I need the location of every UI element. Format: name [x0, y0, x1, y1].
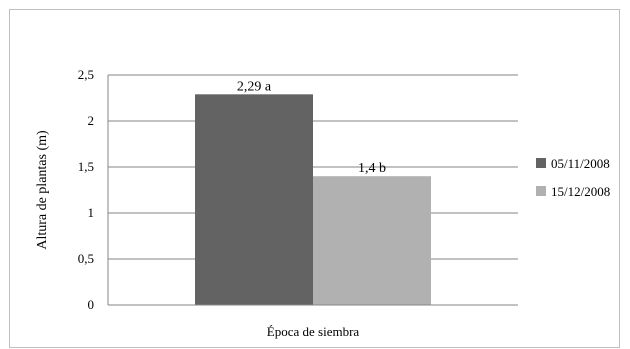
legend: 05/11/2008 15/12/2008	[536, 156, 610, 199]
bar-series-2	[313, 176, 431, 305]
x-axis-label: Época de siembra	[267, 324, 360, 339]
y-axis-label: Altura de plantas (m)	[35, 130, 50, 250]
y-tick-label: 1,5	[78, 159, 94, 174]
legend-label-2: 15/12/2008	[551, 184, 610, 199]
y-tick-label: 2,5	[78, 67, 94, 82]
y-tick-label: 0	[88, 297, 95, 312]
y-axis-ticks: 0 0,5 1 1,5 2 2,5	[78, 67, 94, 312]
legend-swatch-1	[536, 158, 546, 168]
data-labels: 2,29 a 1,4 b	[237, 79, 386, 176]
data-label-series-1: 2,29 a	[237, 79, 272, 94]
legend-label-1: 05/11/2008	[551, 156, 610, 171]
bars	[195, 94, 431, 305]
data-label-series-2: 1,4 b	[358, 161, 386, 176]
legend-swatch-2	[536, 186, 546, 196]
y-tick-label: 0,5	[78, 251, 94, 266]
bar-series-1	[195, 94, 313, 305]
y-tick-label: 1	[88, 205, 95, 220]
y-tick-label: 2	[88, 113, 95, 128]
